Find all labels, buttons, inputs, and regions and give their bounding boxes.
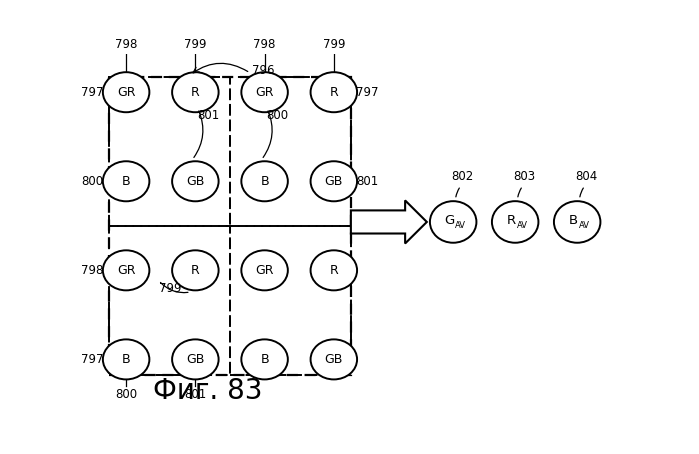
Text: 797: 797 bbox=[81, 86, 103, 99]
Ellipse shape bbox=[103, 340, 150, 380]
Ellipse shape bbox=[172, 161, 219, 201]
Ellipse shape bbox=[241, 340, 288, 380]
Text: 798: 798 bbox=[115, 39, 137, 51]
Ellipse shape bbox=[310, 340, 357, 380]
Text: B: B bbox=[260, 175, 269, 188]
Text: AV: AV bbox=[579, 221, 591, 230]
Text: 800: 800 bbox=[82, 175, 103, 188]
Text: AV: AV bbox=[456, 221, 466, 230]
Text: 797: 797 bbox=[81, 353, 103, 366]
Ellipse shape bbox=[103, 250, 150, 291]
Text: 797: 797 bbox=[356, 86, 379, 99]
Bar bbox=[109, 77, 351, 375]
Bar bbox=[230, 226, 351, 375]
Polygon shape bbox=[351, 200, 427, 243]
Text: AV: AV bbox=[517, 221, 528, 230]
Ellipse shape bbox=[103, 72, 150, 112]
Text: GR: GR bbox=[117, 86, 136, 99]
Text: 804: 804 bbox=[575, 170, 598, 183]
Text: B: B bbox=[260, 353, 269, 366]
Text: B: B bbox=[122, 175, 131, 188]
Text: 801: 801 bbox=[356, 175, 379, 188]
Text: 799: 799 bbox=[322, 39, 345, 51]
Ellipse shape bbox=[554, 201, 600, 243]
Ellipse shape bbox=[310, 72, 357, 112]
Bar bbox=[230, 77, 351, 226]
Ellipse shape bbox=[310, 161, 357, 201]
Text: 800: 800 bbox=[115, 388, 137, 401]
Text: GB: GB bbox=[324, 175, 343, 188]
Ellipse shape bbox=[310, 250, 357, 291]
Text: R: R bbox=[191, 264, 200, 277]
Text: G: G bbox=[444, 214, 454, 227]
Text: 802: 802 bbox=[452, 170, 474, 183]
Text: GB: GB bbox=[324, 353, 343, 366]
Ellipse shape bbox=[172, 250, 219, 291]
Text: 801: 801 bbox=[197, 109, 219, 122]
Ellipse shape bbox=[492, 201, 538, 243]
Text: GB: GB bbox=[186, 353, 205, 366]
Text: 800: 800 bbox=[266, 109, 288, 122]
Text: R: R bbox=[329, 86, 338, 99]
Text: GR: GR bbox=[255, 264, 274, 277]
Ellipse shape bbox=[241, 250, 288, 291]
Text: B: B bbox=[569, 214, 578, 227]
Ellipse shape bbox=[172, 340, 219, 380]
Text: R: R bbox=[329, 264, 338, 277]
Text: 798: 798 bbox=[81, 264, 103, 277]
Text: GR: GR bbox=[255, 86, 274, 99]
Text: R: R bbox=[191, 86, 200, 99]
Text: 801: 801 bbox=[185, 388, 206, 401]
Ellipse shape bbox=[430, 201, 477, 243]
Bar bbox=[109, 77, 230, 226]
Text: GB: GB bbox=[186, 175, 205, 188]
Text: 799: 799 bbox=[184, 39, 207, 51]
Text: 803: 803 bbox=[513, 170, 535, 183]
Ellipse shape bbox=[103, 161, 150, 201]
Ellipse shape bbox=[241, 72, 288, 112]
Text: GR: GR bbox=[117, 264, 136, 277]
Text: 798: 798 bbox=[254, 39, 276, 51]
Text: B: B bbox=[122, 353, 131, 366]
Text: 799: 799 bbox=[159, 282, 181, 295]
Ellipse shape bbox=[241, 161, 288, 201]
Bar bbox=[109, 226, 230, 375]
Text: R: R bbox=[507, 214, 516, 227]
Text: 796: 796 bbox=[252, 64, 274, 77]
Ellipse shape bbox=[172, 72, 219, 112]
Text: Фиг. 83: Фиг. 83 bbox=[153, 377, 262, 405]
